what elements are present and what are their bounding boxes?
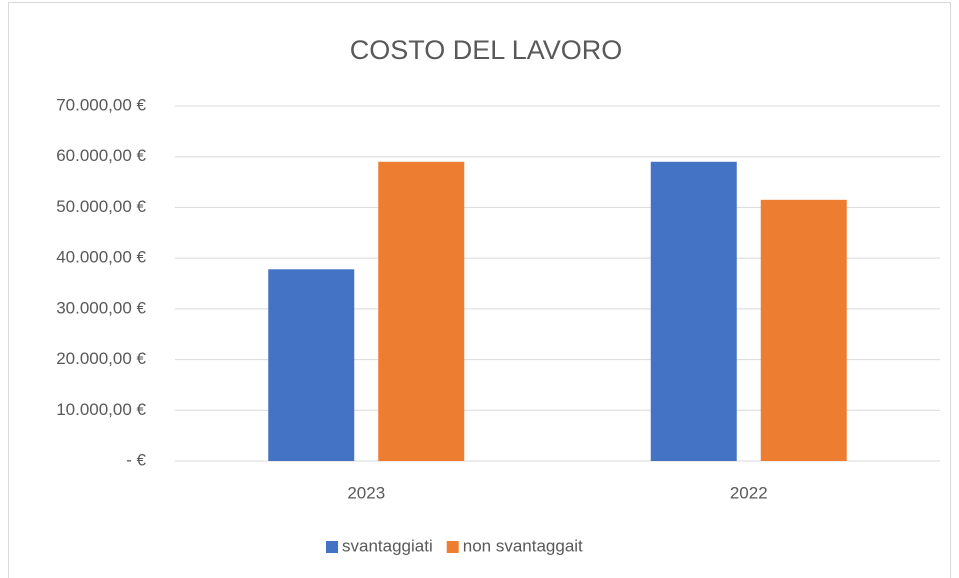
legend-swatch xyxy=(446,541,459,553)
legend-label: non svantaggait xyxy=(463,536,583,555)
bar xyxy=(760,199,847,462)
legend-swatch xyxy=(326,541,338,553)
bar xyxy=(378,161,465,462)
y-tick-label: 10.000,00 € xyxy=(56,400,146,419)
y-tick-label: 60.000,00 € xyxy=(56,146,146,165)
y-tick-label: 30.000,00 € xyxy=(56,298,146,317)
y-tick-label: 50.000,00 € xyxy=(56,197,146,216)
bar xyxy=(650,161,737,462)
x-tick-label: 2023 xyxy=(347,483,385,502)
y-tick-label: 20.000,00 € xyxy=(56,349,146,368)
legend-label: svantaggiati xyxy=(342,536,433,555)
x-tick-label: 2022 xyxy=(730,483,768,502)
y-tick-label: 70.000,00 € xyxy=(56,95,146,114)
y-tick-label: - € xyxy=(126,450,146,469)
bar xyxy=(268,269,355,461)
chart-title: COSTO DEL LAVORO xyxy=(350,35,623,65)
y-tick-label: 40.000,00 € xyxy=(56,248,146,267)
